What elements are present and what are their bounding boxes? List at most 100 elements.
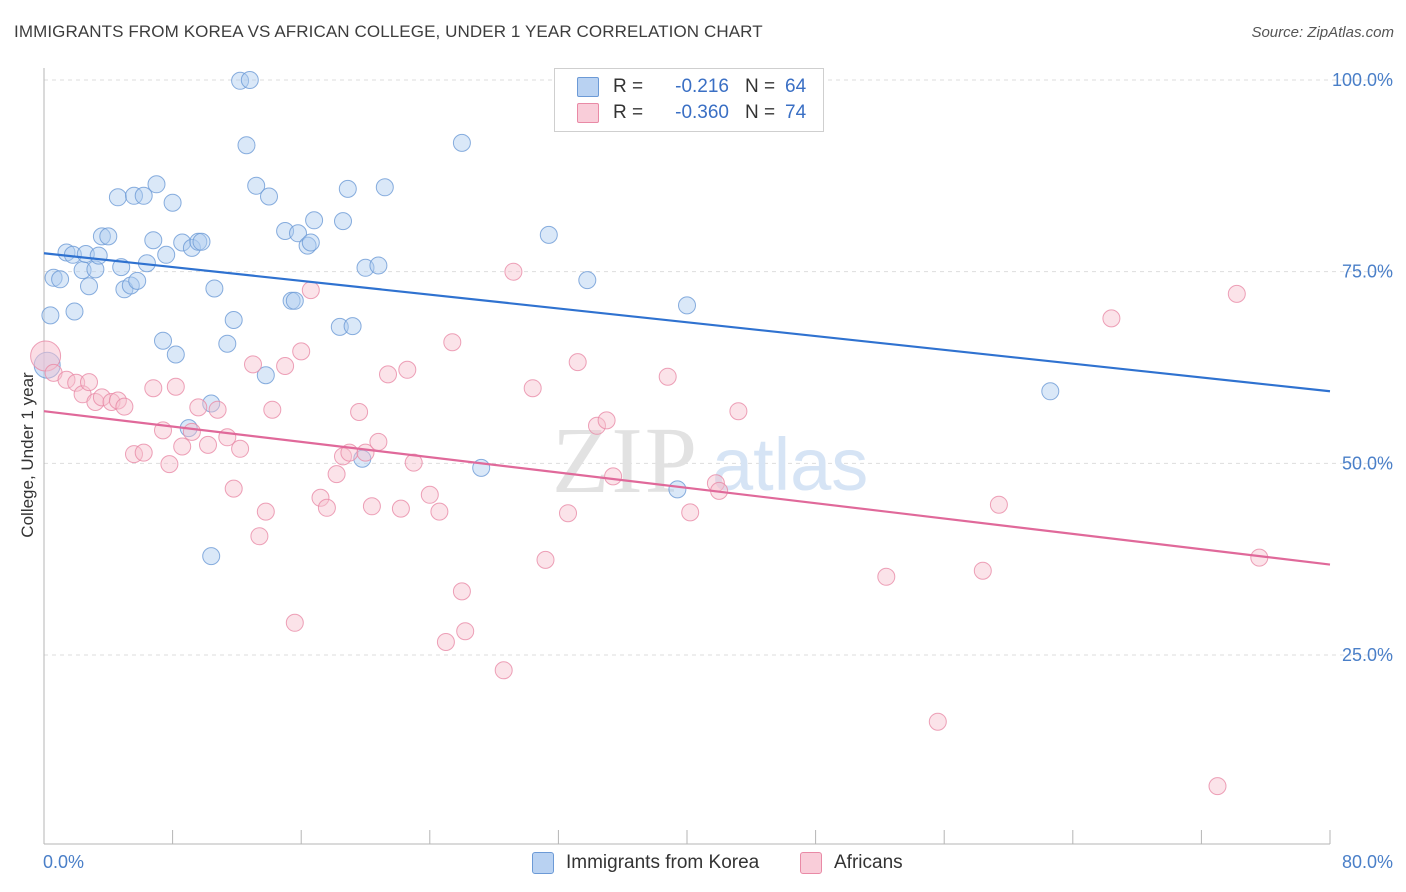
korea-point — [289, 224, 307, 243]
korea-point — [80, 277, 98, 296]
korea-point — [375, 178, 394, 197]
africans-point — [536, 550, 555, 569]
y-axis-label: College, Under 1 year — [18, 372, 37, 538]
legend-item-africans[interactable]: Africans — [800, 852, 903, 874]
korea-point — [163, 193, 182, 212]
africans-point — [327, 465, 346, 484]
africans-point — [86, 393, 105, 411]
africans-n-value: 74 — [785, 102, 807, 123]
africans-point — [57, 370, 76, 389]
korea-point — [240, 71, 259, 89]
correlation-legend: R = -0.216 N = 64 R = -0.360 N = 74 — [554, 68, 824, 132]
korea-point — [256, 366, 275, 385]
korea-point — [1041, 382, 1060, 401]
africans-point — [597, 411, 616, 430]
korea-point — [202, 547, 221, 566]
africans-point — [973, 561, 992, 580]
africans-point — [231, 439, 250, 458]
africans-point — [430, 502, 449, 521]
korea-point — [218, 334, 237, 353]
africans-point — [189, 398, 208, 417]
y-tick-labels: 25.0% 50.0% 75.0% 100.0% — [1332, 70, 1393, 665]
korea-point — [668, 480, 687, 499]
africans-point — [256, 502, 275, 521]
africans-point — [658, 367, 677, 386]
korea-point — [134, 186, 153, 205]
legend-row-korea: R = -0.216 N = 64 — [577, 74, 806, 100]
africans-r-label: R = — [613, 102, 644, 123]
korea-point — [41, 306, 60, 325]
axes — [43, 68, 1331, 845]
africans-point — [877, 567, 896, 586]
korea-point — [44, 268, 63, 287]
africans-point — [301, 281, 320, 300]
korea-point — [99, 227, 118, 246]
korea-point — [224, 311, 243, 329]
korea-legend-label: Immigrants from Korea — [566, 852, 760, 873]
africans-point — [452, 582, 471, 601]
korea-point — [121, 276, 140, 295]
legend-row-africans: R = -0.360 N = 74 — [577, 100, 806, 126]
africans-point — [317, 498, 336, 517]
africans-point — [391, 499, 410, 518]
africans-point — [456, 622, 475, 641]
korea-point — [205, 279, 224, 298]
y-tick-label: 25.0% — [1342, 645, 1393, 665]
korea-point — [144, 231, 163, 250]
africans-point — [276, 357, 295, 375]
africans-legend-swatch — [800, 852, 822, 874]
africans-point — [379, 365, 397, 384]
korea-point — [108, 188, 127, 207]
korea-point — [330, 317, 349, 336]
y-tick-label: 50.0% — [1342, 453, 1393, 473]
africans-point — [263, 400, 282, 419]
africans-point — [80, 373, 98, 392]
africans-point — [244, 355, 262, 374]
africans-n-label: N = — [745, 102, 776, 123]
korea-point — [92, 227, 111, 246]
korea-r-label: R = — [613, 76, 644, 97]
korea-legend-swatch — [532, 852, 554, 874]
korea-point — [166, 345, 185, 364]
africans-point — [224, 479, 243, 498]
source-label: Source: ZipAtlas.com — [1251, 24, 1394, 41]
korea-point — [343, 317, 362, 336]
korea-point — [86, 260, 105, 279]
korea-point — [678, 296, 696, 315]
africans-point — [67, 373, 86, 392]
africans-trend-line — [43, 410, 1331, 566]
africans-point — [436, 633, 455, 651]
africans-point — [494, 661, 513, 680]
korea-point — [51, 270, 70, 289]
africans-point — [559, 504, 577, 523]
korea-point — [298, 236, 317, 255]
legend-item-korea[interactable]: Immigrants from Korea — [532, 852, 759, 874]
africans-point — [250, 527, 269, 546]
africans-point — [420, 485, 439, 504]
africans-point — [311, 488, 330, 507]
africans-point — [604, 467, 623, 486]
korea-point — [338, 179, 357, 198]
x-tick-label: 80.0% — [1342, 852, 1393, 872]
korea-r-value: -0.216 — [675, 76, 729, 97]
gridlines — [44, 79, 1392, 656]
africans-point — [1208, 777, 1227, 796]
korea-swatch — [577, 77, 599, 97]
series-africans-points — [30, 262, 1269, 796]
africans-point — [115, 397, 134, 416]
africans-point — [292, 342, 311, 361]
x-tick-labels: 0.0% 80.0% — [43, 852, 1393, 872]
korea-point — [369, 256, 388, 275]
africans-point — [173, 437, 192, 456]
korea-point — [301, 233, 320, 252]
africans-point — [588, 416, 606, 435]
x-tick-label: 0.0% — [43, 852, 84, 872]
korea-point — [65, 302, 84, 321]
korea-point — [231, 71, 250, 90]
korea-point — [285, 291, 304, 310]
korea-point — [89, 246, 108, 265]
korea-point — [192, 232, 211, 251]
korea-n-value: 64 — [785, 76, 807, 97]
africans-point — [681, 503, 700, 522]
